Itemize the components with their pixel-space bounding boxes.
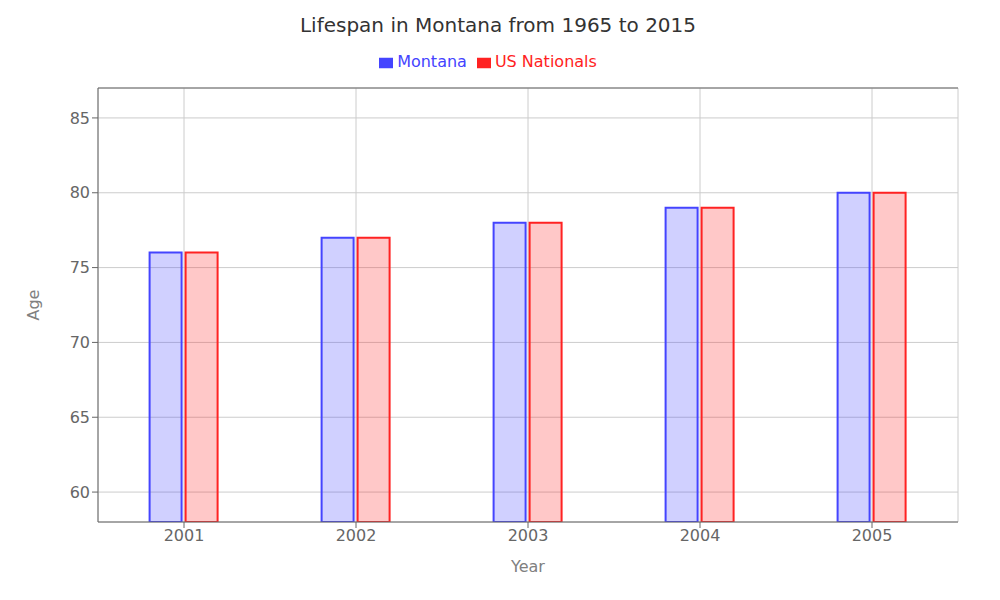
html-text:US Nationals: US Nationals (494, 52, 597, 71)
svg-text:2004: 2004 (680, 526, 721, 545)
html-text:Lifespan in Montana from 1965: Lifespan in Montana from 1965 to 2015 (300, 13, 696, 37)
svg-text:2002: 2002 (336, 526, 377, 545)
svg-text:2001: 2001 (164, 526, 205, 545)
svg-text:60: 60 (70, 483, 90, 502)
svg-text:2003: 2003 (508, 526, 549, 545)
svg-text:80: 80 (70, 183, 90, 202)
svg-text:85: 85 (70, 109, 90, 128)
svg-text:70: 70 (70, 333, 90, 352)
svg-text:Year: Year (510, 557, 545, 576)
svg-text:Age: Age (24, 290, 43, 321)
html-text:Montana: Montana (397, 52, 467, 71)
svg-text:2005: 2005 (852, 526, 893, 545)
svg-text:75: 75 (70, 258, 90, 277)
svg-text:65: 65 (70, 408, 90, 427)
